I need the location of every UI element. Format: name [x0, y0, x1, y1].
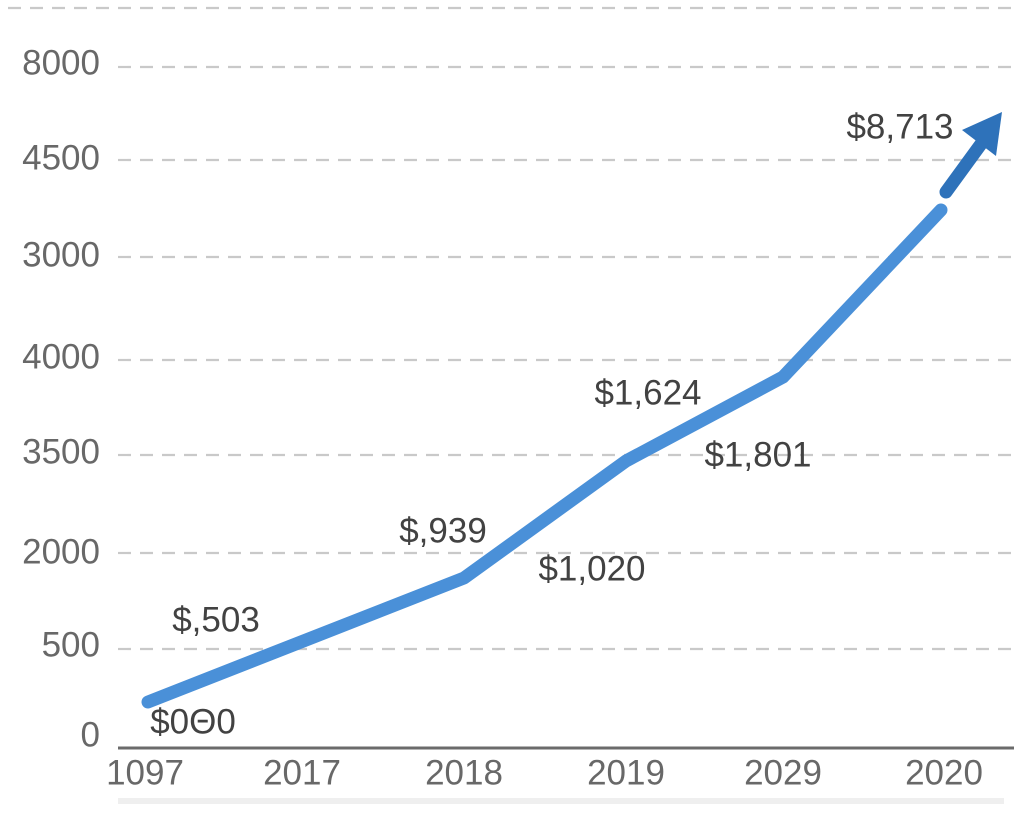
y-tick-label: 3000	[22, 236, 100, 275]
data-point-label: $,939	[399, 512, 487, 551]
x-tick-label: 2020	[905, 754, 983, 793]
x-tick-label: 2018	[425, 754, 503, 793]
y-tick-label: 500	[42, 626, 100, 665]
x-tick-label: 2029	[744, 754, 822, 793]
y-tick-label: 8000	[22, 44, 100, 83]
data-point-label: $1,020	[538, 550, 645, 589]
y-tick-label: 4500	[22, 139, 100, 178]
growth-arrow-shaft	[939, 137, 988, 199]
y-tick-label: 3500	[22, 433, 100, 472]
data-point-label: $0Θ0	[150, 703, 236, 742]
growth-arrow-icon	[962, 112, 1002, 156]
data-point-label: $1,801	[704, 436, 811, 475]
data-point-label: $1,624	[594, 374, 701, 413]
y-tick-label: 0	[81, 716, 100, 755]
x-tick-label: 2019	[587, 754, 665, 793]
data-point-label: $,503	[172, 601, 260, 640]
trend-line	[141, 203, 948, 709]
y-tick-label: 2000	[22, 533, 100, 572]
x-tick-label: 1097	[106, 754, 184, 793]
data-point-label: $8,713	[846, 108, 953, 147]
x-tick-label: 2017	[263, 754, 341, 793]
y-tick-label: 4000	[22, 338, 100, 377]
